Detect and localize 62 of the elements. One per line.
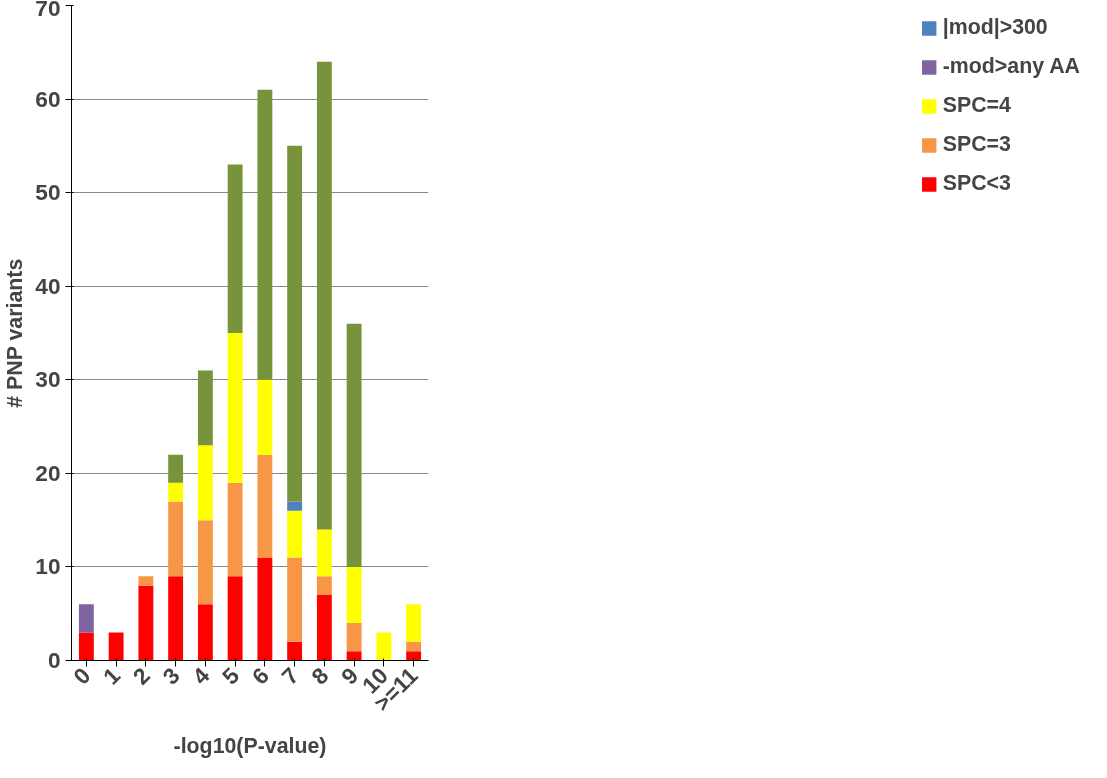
bar [168, 501, 184, 577]
bar [287, 641, 303, 661]
bar [406, 641, 422, 652]
bar [168, 482, 184, 502]
x-tick-label: 7 [276, 662, 304, 690]
x-tick-label: 9 [336, 662, 364, 690]
bar [227, 576, 243, 661]
bar [197, 370, 213, 446]
bar [346, 623, 362, 652]
bar [227, 164, 243, 333]
bar [346, 651, 362, 661]
x-tick-label: 8 [306, 662, 334, 690]
legend-label: SPC<3 [942, 171, 1011, 196]
bar [138, 576, 154, 586]
bar [316, 61, 332, 530]
bar [287, 145, 303, 502]
bar [406, 651, 422, 661]
x-axis-title: -log10(P-value) [173, 733, 327, 758]
bar [197, 445, 213, 521]
bar [316, 529, 332, 577]
bar [78, 604, 94, 633]
bar [197, 520, 213, 605]
bar [316, 576, 332, 595]
bar [287, 510, 303, 558]
bar [227, 482, 243, 577]
bar [108, 632, 124, 661]
bar [287, 557, 303, 642]
bar [346, 566, 362, 624]
bar [78, 632, 94, 661]
y-tick-label: 10 [35, 553, 61, 580]
bar [287, 501, 303, 511]
bar [376, 632, 392, 661]
bar [197, 604, 213, 661]
x-tick-label: 3 [157, 662, 185, 690]
bar [168, 454, 184, 483]
legend-label: SPC=4 [942, 93, 1011, 118]
x-tick-label: 4 [187, 662, 215, 690]
x-tick-label: 1 [98, 662, 126, 690]
x-tick-label: 2 [127, 662, 156, 690]
x-tick-label: 6 [246, 662, 275, 690]
x-tick-label: 5 [217, 662, 245, 690]
legend-label: -mod>any AA [942, 54, 1080, 79]
y-tick-label: 20 [35, 459, 61, 486]
y-tick-label: 60 [35, 85, 61, 112]
bar [257, 557, 273, 661]
y-tick-label: 70 [35, 0, 61, 21]
bar [257, 454, 273, 558]
bar [227, 333, 243, 483]
y-tick-label: 50 [35, 179, 61, 206]
bar [406, 604, 422, 642]
y-tick-label: 40 [35, 272, 61, 299]
bar [257, 89, 273, 380]
x-tick-label: 0 [68, 662, 96, 690]
y-tick-label: 30 [35, 366, 61, 393]
bar [168, 576, 184, 661]
legend-label: |mod|>300 [942, 15, 1048, 40]
bar [138, 585, 154, 661]
y-axis-title: # PNP variants [3, 258, 28, 408]
bar [257, 379, 273, 455]
bar [316, 595, 332, 661]
legend-label: SPC=3 [942, 132, 1011, 157]
bar [346, 323, 362, 567]
